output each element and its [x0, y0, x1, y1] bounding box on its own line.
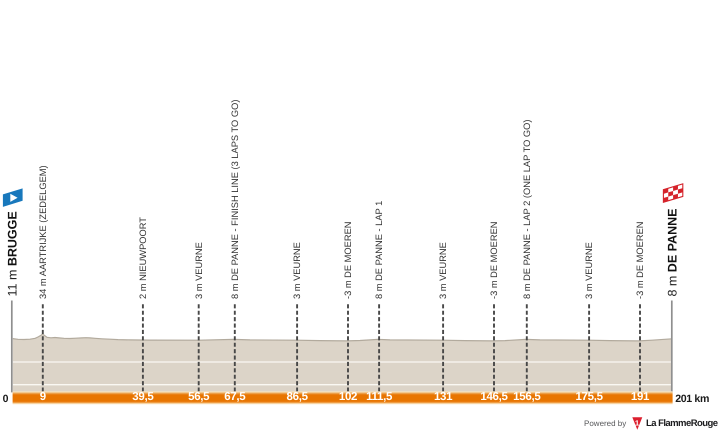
svg-text:1: 1	[635, 418, 639, 427]
